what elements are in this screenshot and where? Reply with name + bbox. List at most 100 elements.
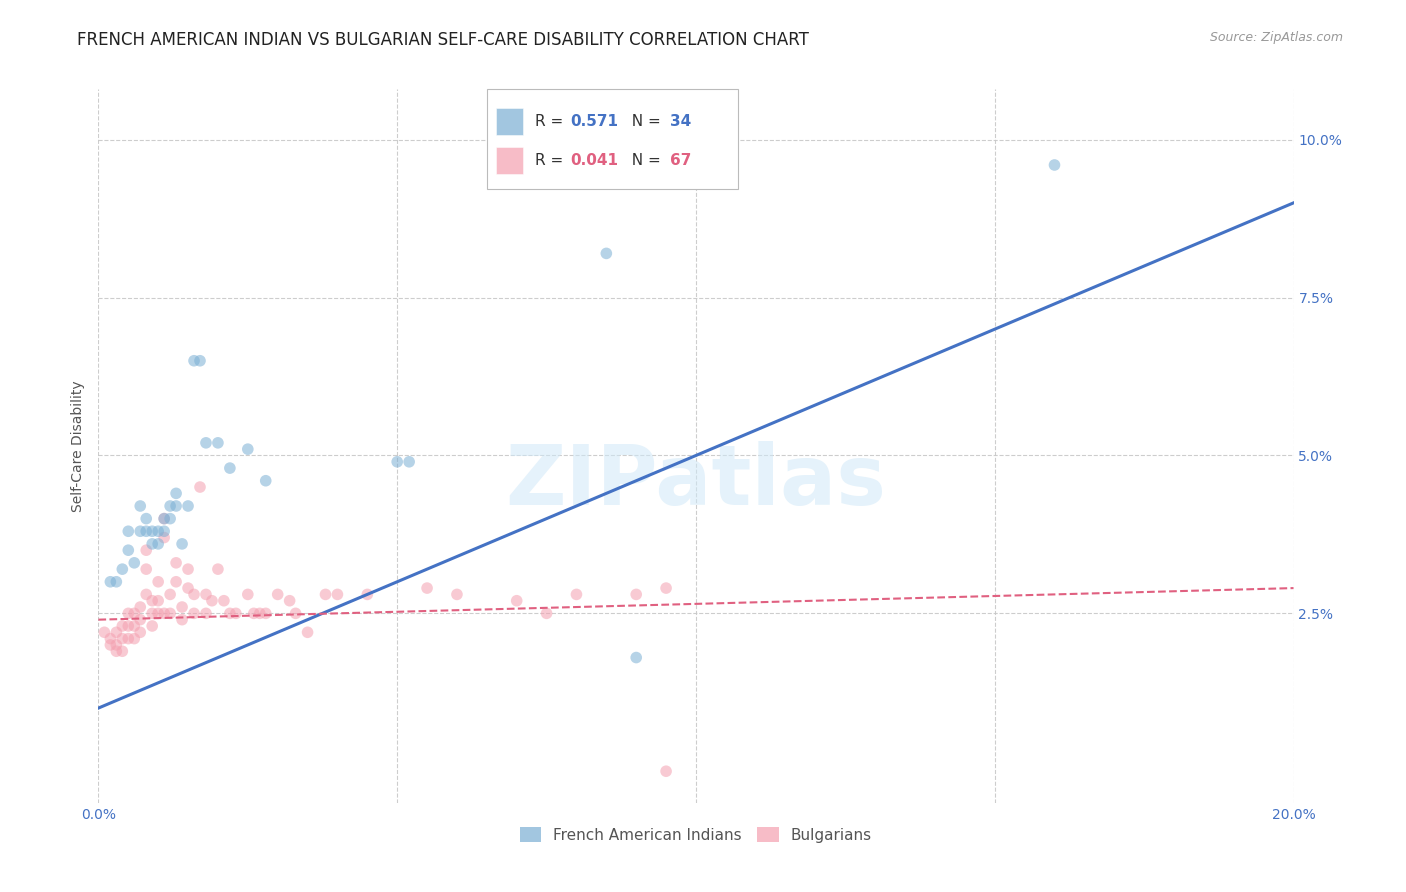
Point bbox=[98, 638, 122, 652]
Point bbox=[356, 587, 378, 601]
Point bbox=[141, 593, 163, 607]
Point bbox=[165, 486, 187, 500]
Point bbox=[177, 499, 200, 513]
Point bbox=[93, 625, 115, 640]
Point bbox=[177, 562, 200, 576]
Point bbox=[172, 537, 194, 551]
Point bbox=[398, 455, 420, 469]
Point bbox=[111, 562, 134, 576]
Point bbox=[129, 499, 152, 513]
Point bbox=[98, 632, 122, 646]
Point bbox=[153, 511, 176, 525]
Point bbox=[626, 650, 648, 665]
Point bbox=[111, 632, 134, 646]
Point bbox=[135, 543, 157, 558]
Point bbox=[129, 613, 152, 627]
Point bbox=[141, 537, 163, 551]
Point bbox=[148, 524, 170, 539]
Point bbox=[626, 587, 648, 601]
Point bbox=[129, 600, 152, 615]
Point bbox=[117, 607, 139, 621]
Point bbox=[117, 543, 139, 558]
Point bbox=[207, 435, 229, 450]
Text: FRENCH AMERICAN INDIAN VS BULGARIAN SELF-CARE DISABILITY CORRELATION CHART: FRENCH AMERICAN INDIAN VS BULGARIAN SELF… bbox=[77, 31, 810, 49]
Text: R =: R = bbox=[534, 153, 568, 168]
Point bbox=[655, 764, 678, 779]
Text: Source: ZipAtlas.com: Source: ZipAtlas.com bbox=[1209, 31, 1343, 45]
Legend: French American Indians, Bulgarians: French American Indians, Bulgarians bbox=[513, 821, 879, 848]
Point bbox=[195, 607, 218, 621]
Point bbox=[105, 574, 128, 589]
Point bbox=[446, 587, 468, 601]
Point bbox=[124, 607, 146, 621]
Point bbox=[129, 524, 152, 539]
Point bbox=[183, 607, 205, 621]
Point bbox=[195, 587, 218, 601]
Text: N =: N = bbox=[621, 153, 665, 168]
Text: ZIPatlas: ZIPatlas bbox=[506, 442, 886, 522]
Point bbox=[111, 619, 134, 633]
Point bbox=[148, 537, 170, 551]
Point bbox=[183, 353, 205, 368]
Y-axis label: Self-Care Disability: Self-Care Disability bbox=[70, 380, 84, 512]
Point bbox=[236, 587, 259, 601]
Point bbox=[219, 607, 242, 621]
Point bbox=[124, 632, 146, 646]
Point bbox=[148, 593, 170, 607]
Point bbox=[297, 625, 319, 640]
Point bbox=[416, 581, 439, 595]
Point bbox=[159, 511, 181, 525]
Point bbox=[595, 246, 617, 260]
Point bbox=[385, 455, 409, 469]
Point bbox=[236, 442, 259, 457]
Point bbox=[219, 461, 242, 475]
Point bbox=[278, 593, 301, 607]
Point bbox=[153, 524, 176, 539]
Point bbox=[124, 619, 146, 633]
Point bbox=[506, 593, 529, 607]
Point bbox=[165, 574, 187, 589]
Point bbox=[254, 474, 277, 488]
Point bbox=[267, 587, 290, 601]
Point bbox=[159, 587, 181, 601]
Text: 67: 67 bbox=[669, 153, 692, 168]
Point bbox=[148, 607, 170, 621]
Point bbox=[195, 435, 218, 450]
Point bbox=[165, 556, 187, 570]
Point bbox=[183, 587, 205, 601]
Point bbox=[207, 562, 229, 576]
Point bbox=[655, 581, 678, 595]
Point bbox=[129, 625, 152, 640]
Point bbox=[201, 593, 224, 607]
Point bbox=[117, 632, 139, 646]
Point bbox=[141, 524, 163, 539]
Point bbox=[117, 619, 139, 633]
Point bbox=[326, 587, 349, 601]
Point bbox=[98, 574, 122, 589]
Point bbox=[565, 587, 588, 601]
Point bbox=[159, 499, 181, 513]
Point bbox=[1043, 158, 1066, 172]
Point bbox=[153, 511, 176, 525]
Point bbox=[153, 531, 176, 545]
FancyBboxPatch shape bbox=[496, 108, 523, 135]
Point bbox=[159, 607, 181, 621]
Point bbox=[177, 581, 200, 595]
Point bbox=[124, 556, 146, 570]
Point bbox=[254, 607, 277, 621]
Point bbox=[284, 607, 307, 621]
Point bbox=[135, 562, 157, 576]
Point bbox=[315, 587, 337, 601]
Point bbox=[249, 607, 271, 621]
Text: 34: 34 bbox=[669, 114, 690, 128]
Point bbox=[536, 607, 558, 621]
Point bbox=[105, 644, 128, 658]
Point bbox=[111, 644, 134, 658]
Text: N =: N = bbox=[621, 114, 665, 128]
Point bbox=[153, 607, 176, 621]
Point bbox=[165, 499, 187, 513]
Point bbox=[188, 353, 211, 368]
FancyBboxPatch shape bbox=[486, 89, 738, 189]
Point bbox=[172, 613, 194, 627]
Point bbox=[117, 524, 139, 539]
